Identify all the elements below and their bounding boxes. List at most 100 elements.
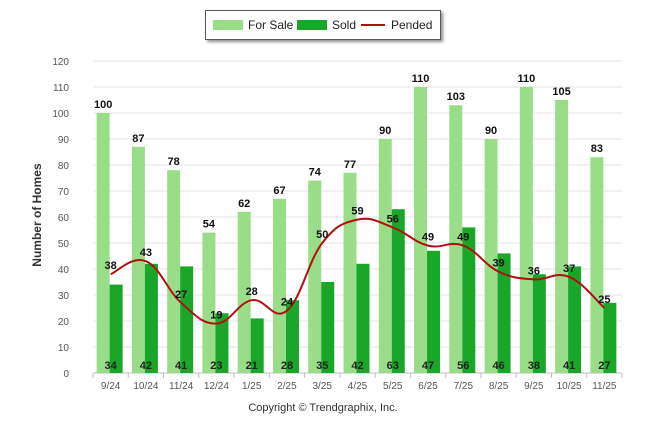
data-label-pended: 38 bbox=[105, 260, 117, 272]
x-tick-label: 3/25 bbox=[312, 381, 332, 392]
bar-sold bbox=[497, 253, 511, 373]
x-tick-label: 12/24 bbox=[204, 381, 229, 392]
data-label-sold: 21 bbox=[246, 360, 258, 372]
y-tick-label: 50 bbox=[58, 239, 70, 250]
bar-sold bbox=[285, 300, 299, 373]
bar-for-sale bbox=[167, 170, 181, 373]
legend-item-for-sale[interactable]: For Sale bbox=[213, 11, 293, 39]
data-label-sold: 23 bbox=[210, 360, 222, 372]
data-label-pended: 39 bbox=[492, 258, 504, 270]
data-label-pended: 19 bbox=[210, 310, 222, 322]
legend: For Sale Sold Pended bbox=[205, 10, 441, 40]
data-label-pended: 50 bbox=[316, 229, 328, 241]
data-label-for-sale: 54 bbox=[203, 219, 216, 231]
legend-swatch-for-sale bbox=[213, 20, 243, 30]
data-label-sold: 41 bbox=[175, 360, 187, 372]
data-label-pended: 28 bbox=[246, 286, 258, 298]
data-label-for-sale: 110 bbox=[412, 73, 430, 85]
bar-sold bbox=[321, 282, 335, 373]
bar-for-sale bbox=[378, 139, 392, 373]
x-tick-label: 11/24 bbox=[169, 381, 194, 392]
data-label-for-sale: 77 bbox=[344, 159, 356, 171]
bar-for-sale bbox=[449, 105, 463, 373]
bar-sold bbox=[603, 302, 617, 373]
data-label-sold: 28 bbox=[281, 360, 293, 372]
bar-for-sale bbox=[308, 180, 322, 373]
bar-sold bbox=[391, 209, 405, 373]
x-tick-label: 8/25 bbox=[489, 381, 509, 392]
data-label-pended: 27 bbox=[175, 289, 187, 301]
data-label-for-sale: 110 bbox=[517, 73, 535, 85]
legend-swatch-sold bbox=[297, 20, 327, 30]
bar-sold bbox=[180, 266, 194, 373]
y-tick-label: 100 bbox=[52, 109, 69, 120]
x-tick-label: 5/25 bbox=[383, 381, 403, 392]
data-label-sold: 56 bbox=[457, 360, 469, 372]
y-tick-label: 70 bbox=[58, 187, 70, 198]
data-label-sold: 46 bbox=[492, 360, 504, 372]
x-tick-label: 9/25 bbox=[524, 381, 544, 392]
data-label-pended: 24 bbox=[281, 297, 294, 309]
y-tick-label: 0 bbox=[63, 369, 69, 380]
bar-sold bbox=[532, 274, 546, 373]
data-label-pended: 49 bbox=[457, 232, 469, 244]
x-tick-label: 2/25 bbox=[277, 381, 297, 392]
x-tick-label: 10/24 bbox=[133, 381, 158, 392]
legend-item-sold[interactable]: Sold bbox=[297, 11, 356, 39]
bar-for-sale bbox=[519, 87, 533, 373]
x-tick-label: 10/25 bbox=[557, 381, 582, 392]
legend-label-sold: Sold bbox=[332, 18, 357, 32]
bar-sold bbox=[462, 227, 476, 373]
data-label-pended: 43 bbox=[140, 247, 152, 259]
data-label-for-sale: 105 bbox=[552, 86, 570, 98]
legend-label-pended: Pended bbox=[391, 18, 433, 32]
bar-sold bbox=[250, 318, 264, 373]
data-label-pended: 36 bbox=[528, 265, 540, 277]
data-label-for-sale: 78 bbox=[168, 156, 180, 168]
bar-for-sale bbox=[237, 211, 251, 373]
bar-for-sale bbox=[202, 232, 216, 373]
data-label-sold: 38 bbox=[528, 360, 540, 372]
y-tick-label: 80 bbox=[58, 161, 70, 172]
data-label-for-sale: 67 bbox=[273, 185, 285, 197]
y-axis-title: Number of Homes bbox=[30, 163, 44, 267]
legend-item-pended[interactable]: Pended bbox=[361, 11, 432, 39]
bar-for-sale bbox=[484, 139, 498, 373]
bar-for-sale bbox=[96, 113, 110, 373]
data-label-for-sale: 83 bbox=[591, 143, 603, 155]
bar-for-sale bbox=[414, 87, 428, 373]
copyright-text: Copyright © Trendgraphix, Inc. bbox=[248, 402, 398, 414]
bar-sold bbox=[144, 263, 158, 373]
data-label-sold: 27 bbox=[598, 360, 610, 372]
data-label-sold: 41 bbox=[563, 360, 575, 372]
bar-sold bbox=[427, 250, 441, 373]
data-label-for-sale: 62 bbox=[238, 198, 250, 210]
data-label-for-sale: 74 bbox=[309, 167, 322, 179]
data-label-pended: 59 bbox=[351, 206, 363, 218]
y-tick-label: 110 bbox=[53, 83, 69, 94]
y-tick-label: 20 bbox=[58, 317, 70, 328]
legend-swatch-pended bbox=[361, 24, 385, 26]
data-label-sold: 47 bbox=[422, 360, 434, 372]
x-tick-label: 9/24 bbox=[101, 381, 121, 392]
bar-for-sale bbox=[555, 100, 569, 373]
data-label-for-sale: 103 bbox=[447, 91, 465, 103]
y-tick-label: 10 bbox=[58, 343, 70, 354]
data-label-for-sale: 90 bbox=[379, 125, 391, 137]
x-tick-label: 6/25 bbox=[418, 381, 438, 392]
data-label-pended: 37 bbox=[563, 263, 575, 275]
x-tick-label: 4/25 bbox=[348, 381, 368, 392]
bar-sold bbox=[109, 284, 123, 373]
bar-sold bbox=[215, 313, 229, 373]
data-label-sold: 35 bbox=[316, 360, 328, 372]
data-label-for-sale: 87 bbox=[132, 133, 144, 145]
data-label-pended: 56 bbox=[387, 213, 399, 225]
x-tick-label: 7/25 bbox=[454, 381, 474, 392]
bar-sold bbox=[356, 263, 370, 373]
bar-for-sale bbox=[343, 172, 357, 373]
y-tick-label: 30 bbox=[58, 291, 70, 302]
x-tick-label: 1/25 bbox=[242, 381, 262, 392]
data-label-for-sale: 100 bbox=[94, 99, 112, 111]
bar-sold bbox=[568, 266, 582, 373]
